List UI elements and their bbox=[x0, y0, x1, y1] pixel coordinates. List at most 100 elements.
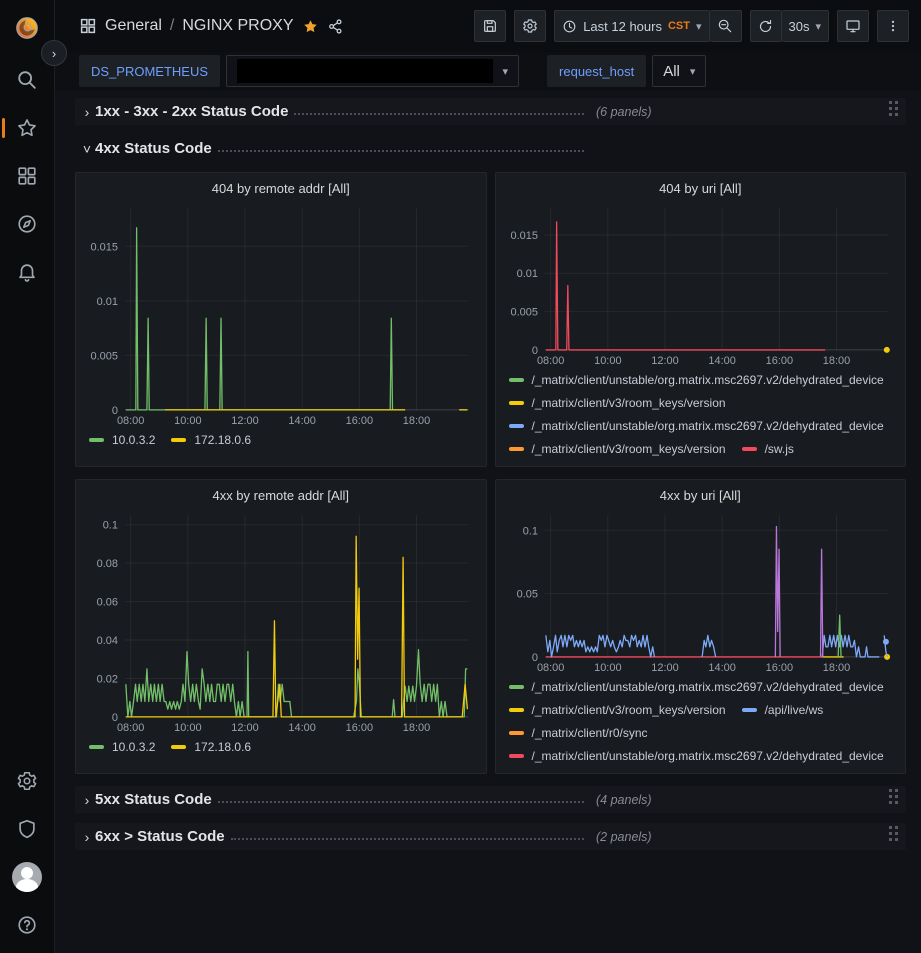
time-range-picker[interactable]: Last 12 hours CST ▾ bbox=[554, 10, 709, 42]
sidebar-item-profile[interactable] bbox=[0, 853, 55, 901]
breadcrumb-section[interactable]: General bbox=[105, 17, 162, 35]
row-header-5xx[interactable]: › 5xx Status Code (4 panels) bbox=[75, 786, 906, 813]
sidebar-item-alerting[interactable] bbox=[0, 248, 55, 296]
clock-icon bbox=[562, 19, 577, 34]
legend-item[interactable]: 10.0.3.2 bbox=[89, 739, 155, 755]
cycle-view-button[interactable] bbox=[837, 10, 869, 42]
panel-legend: 10.0.3.2 172.18.0.6 bbox=[85, 735, 477, 763]
legend-label: /_matrix/client/unstable/org.matrix.msc2… bbox=[532, 419, 884, 433]
refresh-button[interactable] bbox=[750, 10, 782, 42]
grafana-logo bbox=[14, 15, 40, 41]
svg-text:14:00: 14:00 bbox=[708, 355, 735, 367]
row-title: 6xx > Status Code bbox=[95, 828, 225, 845]
refresh-icon bbox=[758, 19, 773, 34]
legend-swatch-icon bbox=[171, 745, 186, 749]
legend-item[interactable]: /_matrix/client/v3/room_keys/version bbox=[509, 441, 726, 457]
svg-text:12:00: 12:00 bbox=[651, 662, 678, 674]
legend-item[interactable]: /api/live/ws bbox=[742, 702, 824, 718]
apps-icon bbox=[79, 17, 97, 35]
chevron-down-icon: ▾ bbox=[690, 65, 696, 78]
refresh-interval-dropdown[interactable]: 30s ▾ bbox=[782, 10, 830, 42]
sidebar-item-explore[interactable] bbox=[0, 200, 55, 248]
legend-item[interactable]: /_matrix/client/r0/sync bbox=[509, 725, 648, 741]
panel-title[interactable]: 4xx by uri [All] bbox=[505, 485, 897, 507]
variable-value-request-host: All bbox=[663, 63, 680, 80]
sidebar-item-server-admin[interactable] bbox=[0, 805, 55, 853]
legend-item[interactable]: /_matrix/client/v3/room_keys/version bbox=[509, 395, 726, 411]
monitor-icon bbox=[845, 18, 861, 34]
sidebar-item-dashboards[interactable] bbox=[0, 152, 55, 200]
svg-text:0: 0 bbox=[531, 345, 537, 357]
legend-label: /_matrix/client/v3/room_keys/version bbox=[532, 703, 726, 717]
svg-text:12:00: 12:00 bbox=[231, 722, 258, 734]
star-filled-icon bbox=[302, 18, 319, 35]
dashboard-content: › 1xx - 3xx - 2xx Status Code (6 panels)… bbox=[55, 90, 921, 953]
variable-label-ds-prometheus: DS_PROMETHEUS bbox=[79, 55, 220, 87]
svg-text:08:00: 08:00 bbox=[117, 722, 144, 734]
svg-text:0.02: 0.02 bbox=[97, 673, 118, 685]
legend-swatch-icon bbox=[89, 438, 104, 442]
chart-4xx-by-remote-addr[interactable]: 08:0010:0012:0014:0016:0018:0000.020.040… bbox=[85, 507, 477, 735]
panel-title[interactable]: 404 by uri [All] bbox=[505, 178, 897, 200]
chart-4xx-by-uri[interactable]: 08:0010:0012:0014:0016:0018:0000.050.1 bbox=[505, 507, 897, 675]
sidebar-item-starred[interactable] bbox=[0, 104, 55, 152]
toolbar: Last 12 hours CST ▾ bbox=[474, 10, 909, 42]
svg-text:08:00: 08:00 bbox=[536, 662, 563, 674]
panel-title[interactable]: 4xx by remote addr [All] bbox=[85, 485, 477, 507]
zoom-out-button[interactable] bbox=[710, 10, 742, 42]
dotted-leader bbox=[294, 104, 584, 115]
legend-label: /_matrix/client/v3/room_keys/version bbox=[532, 442, 726, 456]
chevron-right-icon: › bbox=[52, 46, 56, 61]
redacted-value bbox=[237, 59, 492, 83]
variable-dropdown-request-host[interactable]: All ▾ bbox=[652, 55, 706, 87]
legend-label: /_matrix/client/unstable/org.matrix.msc2… bbox=[532, 373, 884, 387]
shield-icon bbox=[16, 818, 38, 840]
svg-text:18:00: 18:00 bbox=[403, 722, 430, 734]
row-header-1xx-3xx-2xx[interactable]: › 1xx - 3xx - 2xx Status Code (6 panels) bbox=[75, 98, 906, 125]
row-panel-count: (4 panels) bbox=[596, 793, 652, 807]
panel-4xx-by-remote-addr: 4xx by remote addr [All] 08:0010:0012:00… bbox=[75, 479, 487, 774]
drag-handle[interactable] bbox=[888, 788, 900, 811]
sidebar-item-configuration[interactable] bbox=[0, 757, 55, 805]
dashboard-settings-button[interactable] bbox=[514, 10, 546, 42]
svg-text:0.04: 0.04 bbox=[97, 635, 118, 647]
legend-item[interactable]: 10.0.3.2 bbox=[89, 432, 155, 448]
svg-text:16:00: 16:00 bbox=[765, 662, 792, 674]
variable-dropdown-ds-prometheus[interactable]: ▾ bbox=[226, 55, 519, 87]
row-header-4xx[interactable]: ˅ 4xx Status Code bbox=[75, 135, 906, 162]
row-title: 4xx Status Code bbox=[95, 140, 212, 157]
svg-text:16:00: 16:00 bbox=[346, 415, 373, 427]
legend-item[interactable]: /_matrix/client/unstable/org.matrix.msc2… bbox=[509, 372, 884, 388]
sidebar-expand-button[interactable]: › bbox=[41, 40, 67, 66]
legend-item[interactable]: /_matrix/client/unstable/org.matrix.msc2… bbox=[509, 418, 884, 434]
variable-label-request-host: request_host bbox=[547, 55, 646, 87]
legend-item[interactable]: /_matrix/client/v3/room_keys/version bbox=[509, 702, 726, 718]
legend-item[interactable]: /_matrix/client/unstable/org.matrix.msc2… bbox=[509, 679, 884, 695]
favorite-star-button[interactable] bbox=[302, 18, 319, 35]
chart-404-by-uri[interactable]: 08:0010:0012:0014:0016:0018:0000.0050.01… bbox=[505, 200, 897, 368]
legend-item[interactable]: /_matrix/client/unstable/org.matrix.msc2… bbox=[509, 748, 884, 764]
legend-item[interactable]: /sw.js bbox=[742, 441, 794, 457]
share-button[interactable] bbox=[327, 18, 344, 35]
row-header-6xx[interactable]: › 6xx > Status Code (2 panels) bbox=[75, 823, 906, 850]
sidebar-bottom-group bbox=[0, 757, 55, 953]
svg-text:0.05: 0.05 bbox=[516, 589, 537, 601]
svg-text:10:00: 10:00 bbox=[594, 662, 621, 674]
svg-text:12:00: 12:00 bbox=[231, 415, 258, 427]
star-icon bbox=[16, 117, 38, 139]
sidebar-item-help[interactable] bbox=[0, 901, 55, 949]
panel-title[interactable]: 404 by remote addr [All] bbox=[85, 178, 477, 200]
chevron-right-icon: › bbox=[79, 104, 95, 120]
svg-text:14:00: 14:00 bbox=[288, 415, 315, 427]
legend-item[interactable]: 172.18.0.6 bbox=[171, 432, 251, 448]
drag-handle[interactable] bbox=[888, 825, 900, 848]
more-options-button[interactable] bbox=[877, 10, 909, 42]
drag-handle[interactable] bbox=[888, 100, 900, 123]
legend-item[interactable]: 172.18.0.6 bbox=[171, 739, 251, 755]
chart-404-by-remote-addr[interactable]: 08:0010:0012:0014:0016:0018:0000.0050.01… bbox=[85, 200, 477, 428]
kebab-menu-icon bbox=[886, 18, 900, 34]
svg-text:16:00: 16:00 bbox=[765, 355, 792, 367]
legend-swatch-icon bbox=[742, 447, 757, 451]
avatar bbox=[12, 862, 42, 892]
save-dashboard-button[interactable] bbox=[474, 10, 506, 42]
